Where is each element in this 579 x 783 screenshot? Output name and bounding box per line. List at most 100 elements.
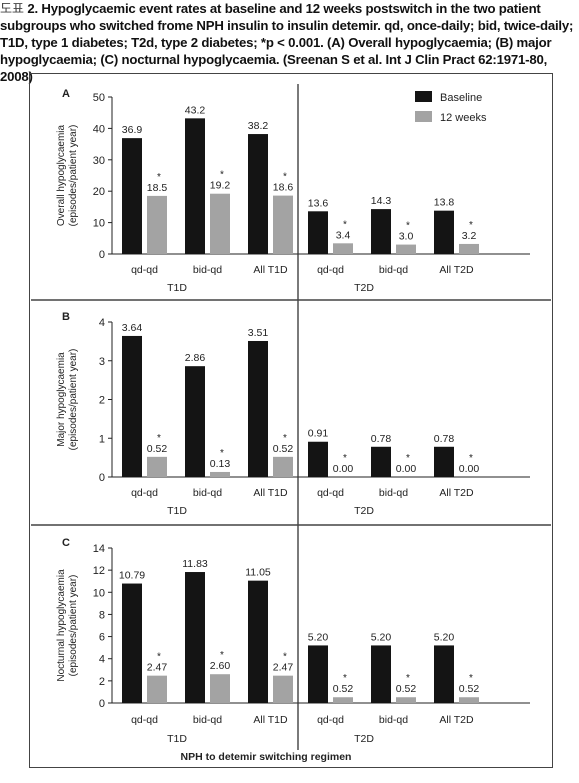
data-label-baseline: 14.3 [371,195,392,207]
y-axis-label: Nocturnal hypoglycaemia [56,569,67,682]
x-tick-label: qd-qd [131,714,158,726]
legend-swatch-baseline [415,91,432,102]
data-label-12-weeks: 3.4 [336,229,351,241]
y-tick-label: 0 [99,698,105,710]
group-label: T2D [354,733,374,745]
x-tick-label: All T1D [253,487,288,499]
bar-baseline [434,645,454,703]
data-label-baseline: 13.8 [434,197,455,209]
y-tick-label: 10 [93,218,105,230]
bar-baseline [248,580,268,703]
bar-baseline [122,335,142,477]
x-tick-label: bid-qd [379,487,408,499]
panel-letter: C [62,537,70,549]
y-tick-label: 4 [99,654,105,666]
x-tick-label: All T2D [439,264,474,276]
data-label-baseline: 13.6 [308,197,329,209]
significance-marker: * [343,219,347,230]
significance-marker: * [406,673,410,684]
y-tick-label: 1 [99,433,105,445]
y-axis-label: Major hypoglycaemia [56,352,67,447]
x-tick-label: bid-qd [193,714,222,726]
y-tick-label: 20 [93,186,105,198]
significance-marker: * [406,453,410,464]
y-tick-label: 8 [99,609,105,621]
bar-baseline [371,209,391,254]
figure-frame [29,73,553,768]
data-label-12-weeks: 19.2 [210,180,231,192]
x-tick-label: All T1D [253,264,288,276]
data-label-12-weeks: 3.0 [399,231,414,243]
bar-12-weeks [210,674,230,703]
significance-marker: * [343,673,347,684]
data-label-12-weeks: 0.52 [147,443,168,455]
x-tick-label: bid-qd [193,264,222,276]
y-tick-label: 50 [93,92,105,104]
group-label: T1D [167,282,187,294]
data-label-12-weeks: 0.00 [459,463,480,475]
group-label: T1D [167,733,187,745]
y-tick-label: 3 [99,356,105,368]
significance-marker: * [157,652,161,663]
data-label-baseline: 3.51 [248,327,269,339]
y-tick-label: 10 [93,587,105,599]
data-label-baseline: 10.79 [119,570,145,582]
legend-swatch-12-weeks [415,111,432,122]
y-tick-label: 4 [99,317,105,329]
data-label-12-weeks: 2.47 [273,662,294,674]
significance-marker: * [157,433,161,444]
x-tick-label: All T2D [439,714,474,726]
significance-marker: * [469,453,473,464]
x-tick-label: qd-qd [317,487,344,499]
bar-baseline [308,441,328,477]
bar-12-weeks [273,675,293,703]
bar-12-weeks [273,456,293,477]
bar-baseline [185,118,205,255]
caption-lead: 도표 [0,1,24,16]
data-label-12-weeks: 2.47 [147,662,168,674]
y-axis-label: Overall hypoglycaemia [56,124,67,226]
significance-marker: * [220,448,224,459]
bar-12-weeks [333,243,353,254]
y-tick-label: 30 [93,155,105,167]
legend-label-baseline: Baseline [440,92,482,104]
significance-marker: * [343,453,347,464]
data-label-baseline: 0.91 [308,428,329,440]
y-tick-label: 0 [99,472,105,484]
bar-12-weeks [147,456,167,477]
y-tick-label: 12 [93,565,105,577]
x-tick-label: bid-qd [193,487,222,499]
panel-letter: B [62,311,70,323]
y-tick-label: 2 [99,395,105,407]
bar-12-weeks [459,697,479,703]
bar-12-weeks [333,697,353,703]
bar-12-weeks [210,193,230,254]
bar-12-weeks [459,243,479,254]
data-label-baseline: 5.20 [434,631,455,643]
group-label: T1D [167,505,187,517]
x-tick-label: All T1D [253,714,288,726]
x-tick-label: bid-qd [379,264,408,276]
significance-marker: * [220,650,224,661]
data-label-baseline: 5.20 [371,631,392,643]
bar-baseline [434,446,454,477]
data-label-12-weeks: 0.52 [396,683,417,695]
y-axis-label: (episodes/patient year) [68,125,79,227]
group-label: T2D [354,505,374,517]
bar-baseline [308,645,328,703]
bar-12-weeks [210,471,230,477]
x-axis-label: NPH to detemir switching regimen [181,751,352,763]
x-tick-label: qd-qd [317,264,344,276]
y-tick-label: 2 [99,676,105,688]
data-label-baseline: 43.2 [185,104,206,116]
data-label-12-weeks: 0.13 [210,458,231,470]
bar-baseline [371,446,391,477]
bar-12-weeks [147,195,167,254]
bar-12-weeks [396,697,416,703]
y-axis-label: (episodes/patient year) [68,575,79,677]
significance-marker: * [283,652,287,663]
bar-baseline [308,211,328,254]
data-label-baseline: 11.83 [182,558,208,570]
bar-baseline [122,583,142,703]
data-label-baseline: 5.20 [308,631,329,643]
